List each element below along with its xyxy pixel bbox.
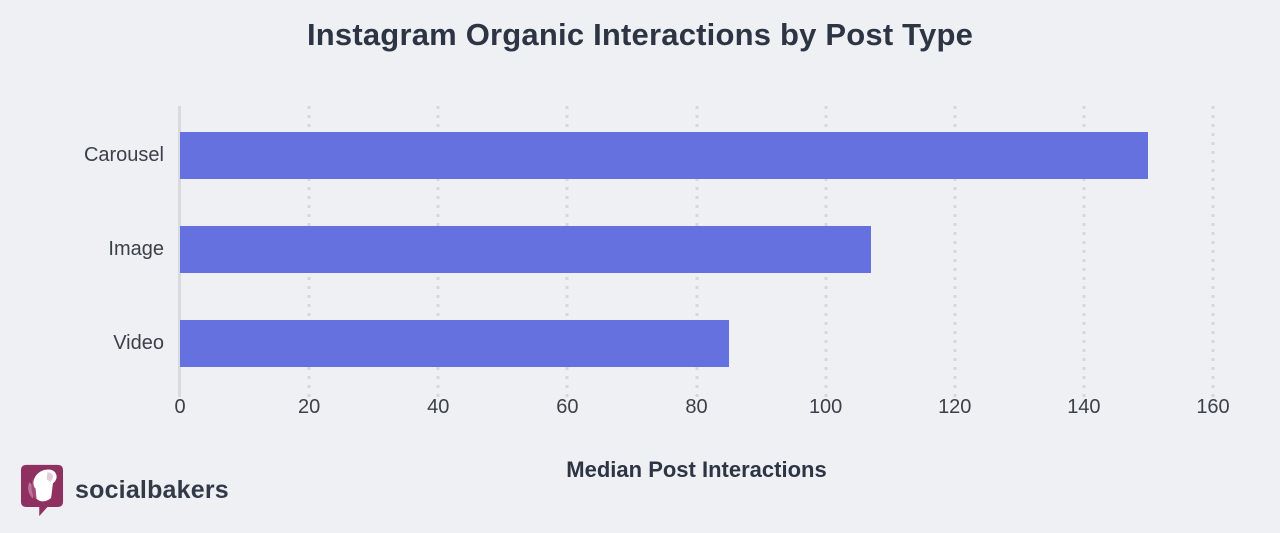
x-tick-label-40: 40 [427, 396, 450, 418]
chart-title: Instagram Organic Interactions by Post T… [306, 17, 974, 52]
bar-carousel [180, 132, 1149, 179]
brand-footer: socialbakers [20, 464, 229, 517]
x-tick-label-60: 60 [556, 396, 579, 418]
plot-area [178, 106, 1215, 398]
x-tick-label-80: 80 [685, 396, 708, 418]
category-label-video: Video [113, 331, 164, 354]
x-tick-label-0: 0 [174, 396, 186, 418]
category-labels: Carousel Image Video [0, 108, 164, 390]
gridline-120 [953, 106, 957, 398]
category-label-carousel: Carousel [83, 143, 164, 166]
bar-image [180, 226, 871, 273]
category-label-image: Image [108, 237, 164, 260]
x-tick-label-20: 20 [298, 396, 321, 418]
x-tick-label-160: 160 [1196, 396, 1230, 418]
gridline-160 [1211, 106, 1215, 398]
x-tick-label-140: 140 [1067, 396, 1101, 418]
gridline-140 [1082, 106, 1086, 398]
socialbakers-chef-bubble-icon [20, 464, 64, 517]
x-tick-label-100: 100 [808, 396, 843, 418]
x-tick-label-120: 120 [938, 396, 972, 418]
y-axis-line [178, 106, 181, 397]
x-axis-ticks: 0 20 40 60 80 100 120 140 160 [174, 396, 1229, 424]
bar-video [180, 320, 729, 367]
brand-wordmark: socialbakers [75, 476, 229, 504]
x-axis-title: Median Post Interactions [566, 457, 827, 482]
